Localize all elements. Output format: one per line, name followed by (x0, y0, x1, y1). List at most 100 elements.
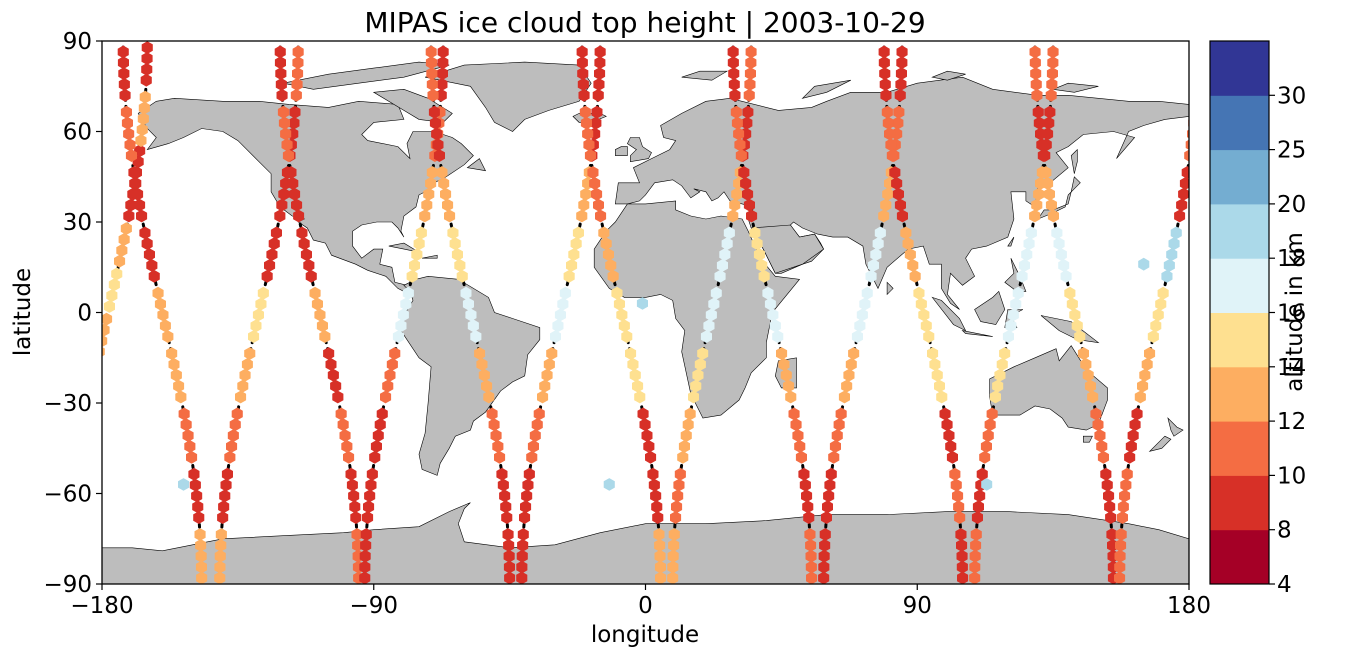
cloud-point (290, 88, 302, 102)
cloud-point (244, 347, 256, 360)
cloud-point (437, 67, 448, 80)
cloud-point (741, 116, 753, 130)
cloud-point (603, 478, 615, 491)
cloud-point (1117, 500, 1129, 514)
cloud-point (1152, 308, 1164, 322)
y-tick-label: 60 (63, 120, 92, 146)
cloud-point (692, 368, 704, 382)
cloud-point (191, 489, 203, 503)
cloud-point (996, 358, 1008, 371)
cloud-point (647, 467, 659, 481)
cloud-point (1155, 297, 1167, 311)
cloud-point (929, 358, 941, 371)
cloud-point (969, 549, 981, 563)
cloud-point (1042, 177, 1054, 190)
cloud-point (667, 560, 679, 574)
cloud-point (178, 478, 190, 491)
cloud-point (257, 286, 269, 300)
cloud-point (517, 539, 529, 552)
cloud-point (845, 358, 857, 371)
land-new-zealand-south (1148, 435, 1172, 452)
cloud-point (1064, 286, 1076, 300)
cloud-point (591, 187, 603, 201)
cloud-point (989, 390, 1001, 404)
cloud-point (1047, 45, 1059, 59)
cloud-point (431, 127, 443, 141)
cloud-point (141, 63, 153, 76)
cloud-point (799, 478, 811, 492)
cloud-point (481, 379, 493, 393)
land-borneo (974, 290, 1006, 325)
cloud-point (305, 269, 317, 283)
cloud-point (792, 429, 804, 442)
cloud-point (140, 73, 152, 87)
cloud-point (670, 511, 682, 524)
cloud-point (125, 198, 137, 212)
cloud-point (118, 78, 130, 91)
cloud-point (972, 500, 984, 514)
cloud-point (539, 379, 551, 393)
cloud-point (447, 226, 459, 240)
cloud-point (570, 237, 582, 251)
cloud-point (504, 571, 516, 584)
cloud-point (1090, 407, 1102, 421)
x-axis-ticks: −180 −90 0 90 180 (70, 584, 1211, 619)
land-taiwan (1007, 236, 1015, 247)
cloud-point (1138, 257, 1150, 271)
colorbar-band (1210, 95, 1269, 151)
cloud-point (934, 379, 945, 393)
cloud-point (563, 269, 575, 283)
cloud-point (1023, 237, 1035, 251)
land-sakhalin (1070, 148, 1078, 174)
cloud-point (496, 467, 508, 481)
cloud-point (984, 418, 996, 432)
cloud-point (700, 330, 712, 343)
cloud-point (806, 571, 818, 584)
cloud-point (824, 478, 836, 492)
cloud-point (291, 78, 303, 91)
cloud-point (1144, 347, 1156, 360)
cloud-point (497, 478, 509, 492)
cloud-point (139, 226, 151, 240)
cloud-point (655, 571, 667, 584)
cloud-point (783, 379, 795, 393)
cloud-point (325, 358, 337, 371)
cloud-point (327, 368, 339, 382)
cloud-point (576, 209, 588, 223)
cloud-point (275, 78, 287, 91)
cloud-point (332, 390, 344, 404)
cloud-point (721, 237, 733, 251)
cloud-point (900, 226, 912, 240)
cloud-point (559, 286, 571, 300)
cloud-point (1106, 528, 1118, 541)
cloud-point (360, 528, 372, 541)
cloud-point (214, 571, 226, 584)
cloud-point (1134, 390, 1146, 404)
cloud-point (335, 407, 347, 421)
cloud-point (954, 511, 966, 524)
cloud-point (261, 269, 273, 283)
cloud-point (969, 560, 981, 574)
land-africa (593, 200, 801, 419)
cloud-point (397, 308, 409, 322)
cloud-point (790, 418, 802, 432)
cloud-point (1181, 166, 1189, 179)
cloud-point (794, 440, 806, 453)
cloud-point (801, 489, 813, 503)
cloud-point (184, 440, 196, 453)
cloud-point (488, 418, 500, 432)
cloud-point (359, 571, 371, 584)
cloud-point (1002, 330, 1014, 343)
cloud-point (467, 319, 479, 333)
cloud-point (526, 450, 538, 464)
cloud-point (1094, 429, 1106, 442)
cloud-point (982, 429, 994, 442)
cloud-point (946, 450, 958, 464)
cloud-point (572, 226, 584, 240)
cloud-point (694, 358, 706, 371)
cloud-point (645, 450, 657, 464)
cloud-point (653, 528, 665, 541)
colorbar-band (1210, 203, 1269, 259)
cloud-point (523, 467, 535, 481)
cloud-point (217, 511, 229, 524)
